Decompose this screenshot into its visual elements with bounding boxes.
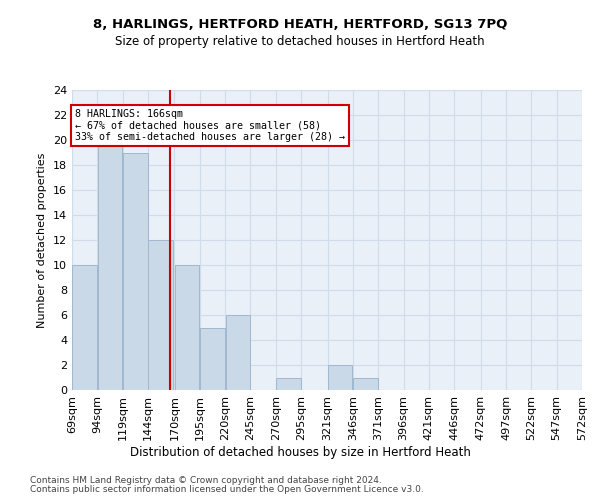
Bar xyxy=(226,315,250,390)
Bar xyxy=(123,152,148,390)
Text: 8, HARLINGS, HERTFORD HEATH, HERTFORD, SG13 7PQ: 8, HARLINGS, HERTFORD HEATH, HERTFORD, S… xyxy=(93,18,507,30)
Text: Contains public sector information licensed under the Open Government Licence v3: Contains public sector information licen… xyxy=(30,485,424,494)
Text: Contains HM Land Registry data © Crown copyright and database right 2024.: Contains HM Land Registry data © Crown c… xyxy=(30,476,382,485)
Bar xyxy=(353,378,378,390)
Bar xyxy=(148,240,173,390)
Text: 8 HARLINGS: 166sqm
← 67% of detached houses are smaller (58)
33% of semi-detache: 8 HARLINGS: 166sqm ← 67% of detached hou… xyxy=(75,109,345,142)
Bar xyxy=(200,328,224,390)
Text: Size of property relative to detached houses in Hertford Heath: Size of property relative to detached ho… xyxy=(115,35,485,48)
Bar xyxy=(175,265,199,390)
Bar xyxy=(98,140,122,390)
Text: Distribution of detached houses by size in Hertford Heath: Distribution of detached houses by size … xyxy=(130,446,470,459)
Bar xyxy=(73,265,97,390)
Bar xyxy=(276,378,301,390)
Y-axis label: Number of detached properties: Number of detached properties xyxy=(37,152,47,328)
Bar xyxy=(328,365,352,390)
